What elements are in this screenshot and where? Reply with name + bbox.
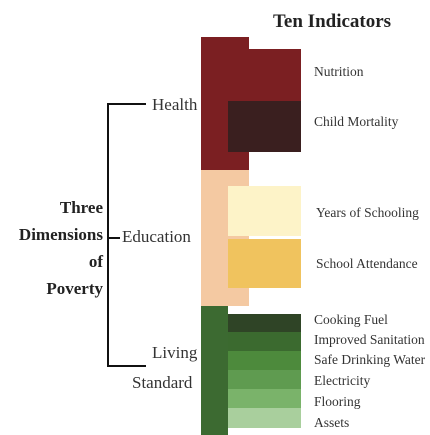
indicator-block-flooring: [228, 389, 301, 408]
indicator-label-assets: Assets: [314, 415, 350, 430]
dimensions-label-line3: of: [88, 252, 103, 271]
indicator-block-cooking-fuel: [228, 314, 301, 332]
indicator-block-years-of-schooling: [228, 186, 301, 236]
category-health-label: Health: [152, 95, 198, 114]
bracket-living-tick: [107, 365, 146, 367]
indicator-label-electricity: Electricity: [314, 373, 371, 388]
category-education-label: Education: [122, 227, 191, 246]
dimensions-label-line2: Dimensions: [18, 225, 103, 244]
indicator-block-nutrition: [228, 49, 301, 101]
indicator-label-flooring: Flooring: [314, 394, 361, 409]
bracket-health-tick: [107, 103, 146, 105]
indicator-label-child-mortality: Child Mortality: [314, 114, 399, 129]
indicator-block-school-attendance: [228, 239, 301, 288]
indicator-block-electricity: [228, 370, 301, 389]
indicator-block-child-mortality: [228, 101, 301, 152]
bracket-education-tick: [107, 237, 120, 239]
category-living-label-line1: Living: [152, 343, 198, 362]
indicator-block-assets: [228, 408, 301, 428]
living-standard-bar: [201, 306, 228, 435]
indicator-label-nutrition: Nutrition: [314, 64, 364, 79]
category-living-label-line2: Standard: [132, 373, 193, 392]
dimensions-label-line1: Three: [59, 198, 103, 217]
indicator-label-school-attendance: School Attendance: [316, 256, 418, 271]
indicator-label-years-of-schooling: Years of Schooling: [316, 205, 419, 220]
bracket-vertical-line: [107, 103, 109, 367]
indicator-block-safe-drinking-water: [228, 351, 301, 370]
indicator-label-cooking-fuel: Cooking Fuel: [314, 312, 388, 327]
diagram-title: Ten Indicators: [273, 11, 392, 32]
indicator-label-improved-sanitation: Improved Sanitation: [314, 332, 425, 347]
indicator-block-improved-sanitation: [228, 332, 301, 351]
dimensions-label-line4: Poverty: [46, 279, 103, 298]
indicator-label-safe-drinking-water: Safe Drinking Water: [314, 352, 426, 367]
dimensions-label: Three Dimensions of Poverty: [6, 194, 103, 302]
